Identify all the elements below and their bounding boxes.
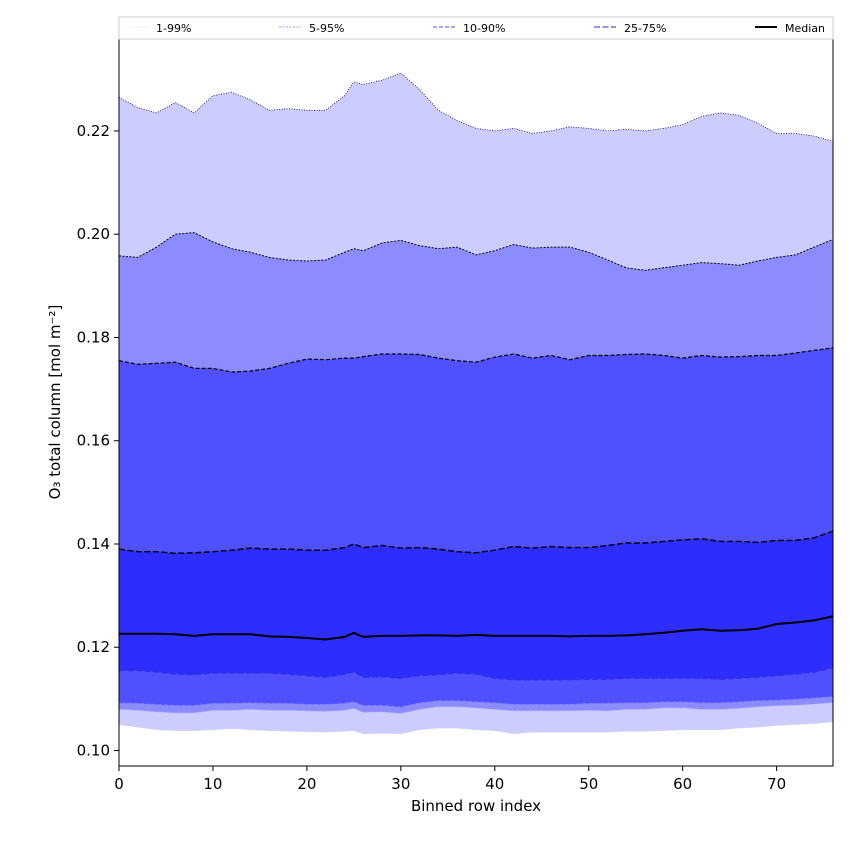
x-axis-ticks: 0 10 20 30 40 50 60 70 xyxy=(114,766,786,793)
x-tick-label: 70 xyxy=(767,775,786,793)
legend-box xyxy=(118,16,834,40)
legend-label-5-95%: 5-95% xyxy=(309,22,344,35)
band-lower-line-25-75% xyxy=(119,667,834,681)
x-axis-label: Binned row index xyxy=(411,797,541,815)
x-tick-label: 10 xyxy=(203,775,222,793)
band-upper-line-10-90% xyxy=(118,347,834,373)
x-tick-label: 60 xyxy=(673,775,692,793)
percentile-bands xyxy=(118,72,834,735)
legend-label-Median: Median xyxy=(785,22,825,35)
legend-label-10-90%: 10-90% xyxy=(463,22,505,35)
band-25-75% xyxy=(119,531,833,680)
legend-label-1-99%: 1-99% xyxy=(156,22,191,35)
x-tick-label: 50 xyxy=(579,775,598,793)
y-tick-label: 0.10 xyxy=(77,742,110,760)
y-tick-label: 0.16 xyxy=(77,432,110,450)
y-axis-ticks: 0.10 0.12 0.14 0.16 0.18 0.20 0.22 xyxy=(77,122,119,760)
legend-label-25-75%: 25-75% xyxy=(624,22,666,35)
band-upper-line-25-75% xyxy=(118,530,834,555)
y-tick-label: 0.20 xyxy=(77,225,110,243)
y-tick-label: 0.18 xyxy=(77,328,110,346)
median-line xyxy=(119,615,834,641)
y-axis-label: O₃ total column [mol m⁻²] xyxy=(46,305,64,500)
band-upper-line-5-95% xyxy=(118,232,834,271)
band-lower-line-10-90% xyxy=(118,695,834,708)
x-tick-label: 30 xyxy=(391,775,410,793)
y-tick-label: 0.14 xyxy=(77,535,110,553)
y-tick-label: 0.22 xyxy=(77,122,110,140)
x-tick-label: 20 xyxy=(297,775,316,793)
band-upper-line-1-99% xyxy=(118,72,834,142)
legend: 1-99% 5-95% 10-90% 25-75% Median xyxy=(118,16,834,40)
median-layer xyxy=(119,615,834,641)
y-tick-label: 0.12 xyxy=(77,638,110,656)
x-tick-label: 0 xyxy=(114,775,124,793)
band-lower-line-1-99% xyxy=(118,721,834,735)
x-tick-label: 40 xyxy=(485,775,504,793)
